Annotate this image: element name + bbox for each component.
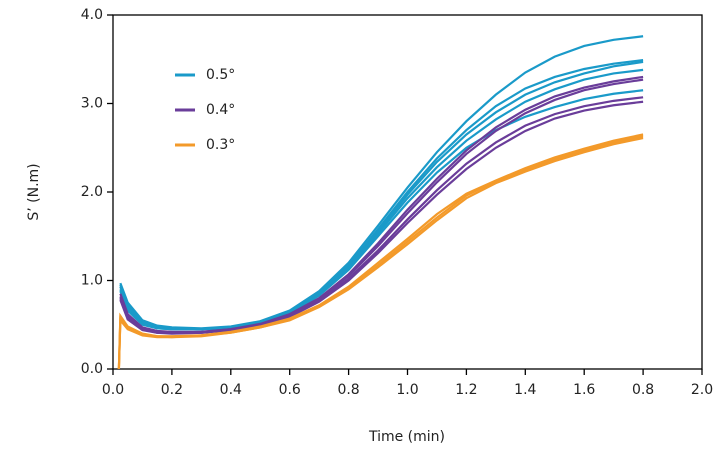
y-tick-label: 3.0 xyxy=(81,96,103,112)
x-axis-label: Time (min) xyxy=(368,429,445,445)
y-tick-label: 4.0 xyxy=(81,7,103,23)
legend-label: 0.4° xyxy=(206,102,235,118)
data-line xyxy=(117,135,644,370)
data-line xyxy=(119,60,644,331)
y-axis-label: S’ (N.m) xyxy=(26,163,42,220)
x-tick-label: 0.2 xyxy=(161,382,183,398)
x-tick-label: 1.2 xyxy=(455,382,477,398)
data-line xyxy=(119,68,644,331)
data-line xyxy=(119,89,644,331)
x-tick-label: 1.0 xyxy=(396,382,418,398)
x-tick-label: 1.6 xyxy=(573,382,595,398)
x-tick-label: 2.0 xyxy=(691,382,713,398)
data-line xyxy=(119,59,644,331)
legend-label: 0.5° xyxy=(206,67,235,83)
data-line xyxy=(119,78,644,334)
legend-label: 0.3° xyxy=(206,137,235,153)
x-tick-label: 0.6 xyxy=(279,382,301,398)
x-tick-label: 1.4 xyxy=(514,382,536,398)
data-line xyxy=(119,100,644,335)
y-tick-label: 1.0 xyxy=(81,273,103,289)
data-line xyxy=(119,96,644,334)
y-tick-label: 2.0 xyxy=(81,184,103,200)
x-tick-label: 0.4 xyxy=(220,382,242,398)
x-tick-label: 0.0 xyxy=(102,382,124,398)
y-tick-label: 0.0 xyxy=(81,361,103,377)
x-tick-label: 0.8 xyxy=(337,382,359,398)
data-line xyxy=(117,136,644,370)
x-tick-label: 0.8 xyxy=(632,382,654,398)
